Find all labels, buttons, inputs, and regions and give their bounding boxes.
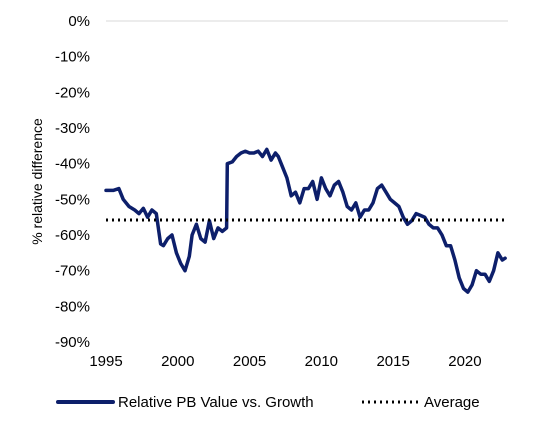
y-tick-label: -60% — [55, 227, 90, 244]
x-tick-label: 2005 — [233, 353, 266, 370]
x-tick-label: 2010 — [305, 353, 338, 370]
y-axis-ticks: 0% -10% -20% -30% -40% -50% -60% -70% -80% -90% — [55, 13, 508, 351]
y-axis-title: % relative difference — [29, 118, 45, 245]
series-layer — [104, 147, 508, 294]
x-tick-label: 2015 — [376, 353, 409, 370]
legend-label-average: Average — [424, 394, 480, 411]
relative-pb-line — [104, 147, 507, 294]
x-tick-label: 2000 — [161, 353, 194, 370]
y-axis-title-group: % relative difference — [29, 118, 45, 245]
y-tick-label: -20% — [55, 84, 90, 101]
legend-label-relative-pb: Relative PB Value vs. Growth — [118, 394, 314, 411]
x-tick-label: 1995 — [89, 353, 122, 370]
y-tick-label: -80% — [55, 298, 90, 315]
y-tick-label: 0% — [68, 13, 90, 30]
x-tick-label: 2020 — [448, 353, 481, 370]
y-tick-label: -10% — [55, 49, 90, 66]
y-tick-label: -40% — [55, 156, 90, 173]
y-tick-label: -90% — [55, 334, 90, 351]
y-tick-label: -50% — [55, 191, 90, 208]
y-tick-label: -70% — [55, 263, 90, 280]
y-tick-label: -30% — [55, 120, 90, 137]
legend: Relative PB Value vs. Growth Average — [56, 394, 480, 411]
x-axis-ticks: 1995 2000 2005 2010 2015 2020 — [89, 353, 481, 370]
